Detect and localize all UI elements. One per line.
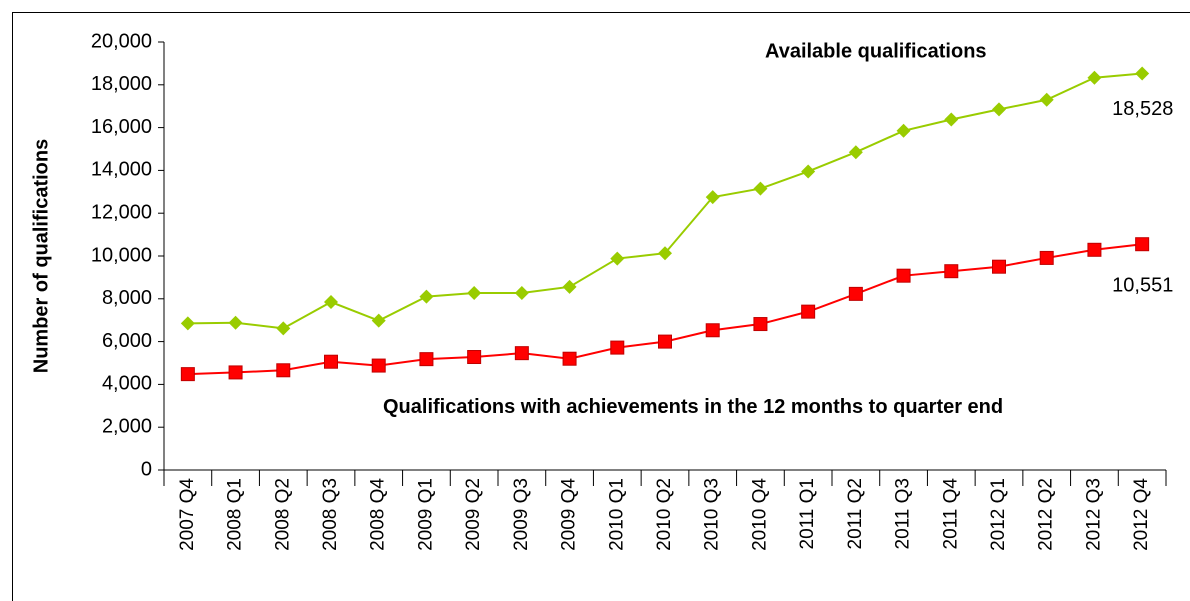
- y-axis-title: Number of qualifications: [30, 139, 52, 373]
- marker: [753, 317, 768, 332]
- series-label: Qualifications with achievements in the …: [383, 396, 1004, 418]
- marker: [228, 365, 243, 380]
- marker: [467, 286, 482, 301]
- marker: [371, 358, 386, 373]
- x-tick-label: 2012 Q3: [1083, 478, 1104, 551]
- x-tick-label: 2011 Q2: [845, 478, 866, 549]
- marker: [276, 363, 291, 378]
- x-tick-label: 2010 Q1: [606, 478, 627, 551]
- x-tick-label: 2012 Q2: [1036, 478, 1057, 551]
- x-tick-label: 2011 Q1: [797, 478, 818, 549]
- x-tick-label: 2009 Q2: [463, 478, 484, 551]
- x-tick-label: 2011 Q4: [940, 478, 961, 550]
- marker: [324, 354, 338, 369]
- marker: [705, 323, 720, 338]
- y-tick-label: 0: [141, 458, 152, 480]
- marker: [992, 102, 1006, 117]
- marker: [180, 367, 195, 382]
- marker: [801, 164, 816, 179]
- x-tick-label: 2010 Q4: [749, 478, 770, 551]
- marker: [801, 304, 816, 319]
- x-tick-label: 2010 Q2: [654, 478, 675, 551]
- x-tick-label: 2009 Q1: [415, 478, 436, 551]
- series-label-box: Qualifications with achievements in the …: [383, 396, 1004, 418]
- marker: [848, 145, 863, 160]
- marker: [514, 346, 529, 361]
- marker: [1135, 66, 1150, 81]
- marker: [610, 340, 625, 355]
- marker: [1087, 242, 1102, 257]
- x-tick-label: 2009 Q4: [559, 478, 580, 551]
- y-tick-label: 20,000: [91, 30, 152, 52]
- y-tick-label: 12,000: [91, 201, 152, 223]
- marker: [228, 315, 243, 330]
- marker: [276, 321, 291, 336]
- y-tick-label: 8,000: [102, 287, 152, 309]
- marker: [992, 259, 1006, 274]
- x-tick-label: 2011 Q3: [893, 478, 914, 549]
- marker: [1039, 92, 1054, 107]
- x-tick-label: 2012 Q1: [988, 478, 1009, 551]
- y-tick-label: 14,000: [91, 159, 152, 181]
- y-tick-label: 10,000: [91, 244, 152, 266]
- marker: [514, 286, 529, 301]
- series-label: Available qualifications: [765, 40, 987, 62]
- marker: [610, 251, 625, 266]
- marker: [658, 334, 672, 349]
- marker: [562, 279, 577, 294]
- marker: [705, 190, 720, 205]
- y-tick-label: 6,000: [102, 330, 152, 352]
- marker: [419, 352, 434, 367]
- x-tick-label: 2008 Q1: [225, 478, 246, 551]
- marker: [1087, 70, 1102, 85]
- marker: [658, 246, 672, 261]
- x-tick-label: 2008 Q4: [368, 478, 389, 551]
- y-tick-label: 16,000: [91, 116, 152, 138]
- marker: [419, 289, 434, 304]
- marker: [848, 286, 863, 301]
- marker: [324, 295, 338, 310]
- marker: [1039, 250, 1054, 265]
- x-tick-label: 2007 Q4: [177, 478, 198, 551]
- marker: [944, 264, 959, 279]
- y-tick-label: 2,000: [102, 415, 152, 437]
- marker: [467, 350, 482, 365]
- y-tick-label: 18,000: [91, 73, 152, 95]
- x-tick-label: 2008 Q3: [320, 478, 341, 551]
- marker: [180, 316, 195, 331]
- marker: [944, 112, 959, 127]
- chart-frame: [12, 12, 1190, 601]
- x-tick-label: 2010 Q3: [702, 478, 723, 551]
- y-tick-label: 4,000: [102, 373, 152, 395]
- value-label: 10,551: [1112, 274, 1173, 296]
- x-tick-label: 2009 Q3: [511, 478, 532, 551]
- marker: [1135, 237, 1150, 252]
- marker: [896, 123, 911, 138]
- marker: [371, 313, 386, 328]
- x-tick-label: 2008 Q2: [272, 478, 293, 551]
- marker: [753, 181, 768, 196]
- value-label: 18,528: [1112, 98, 1173, 120]
- x-tick-label: 2012 Q4: [1131, 478, 1152, 551]
- marker: [562, 351, 577, 366]
- marker: [896, 268, 911, 283]
